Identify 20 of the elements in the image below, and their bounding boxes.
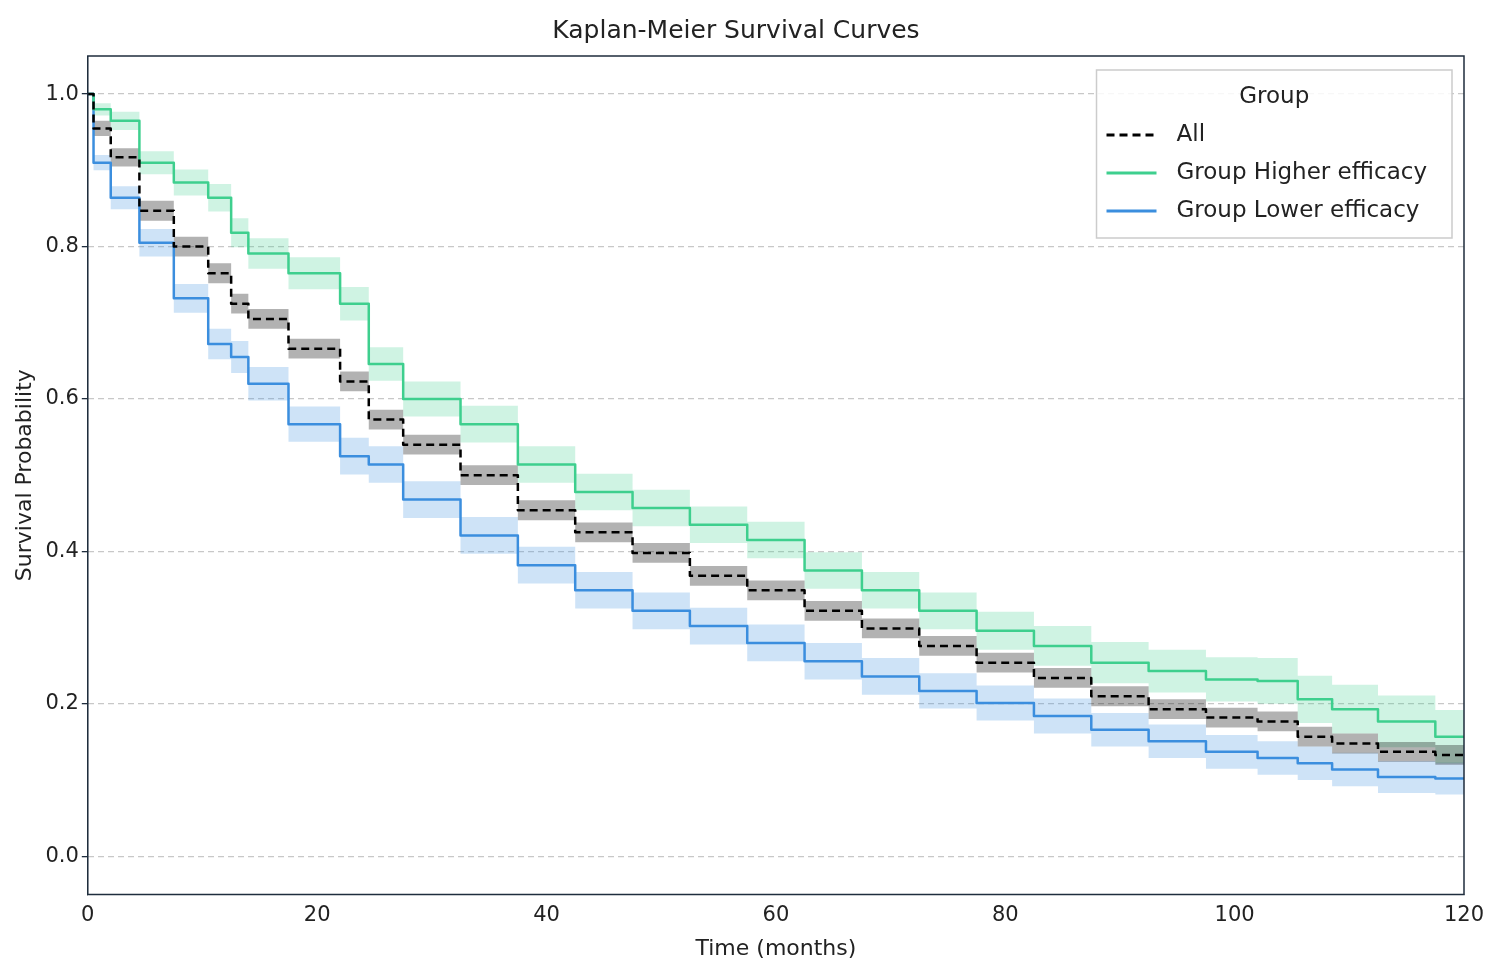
y-tick-label: 0.4 — [45, 537, 79, 562]
legend-label: All — [1176, 119, 1206, 146]
y-tick-label: 0.2 — [45, 690, 79, 715]
x-tick-label: 100 — [1214, 902, 1255, 927]
y-axis-title: Survival Probability — [10, 369, 36, 582]
legend-label: Group Lower efficacy — [1176, 195, 1420, 222]
x-tick-label: 0 — [81, 902, 95, 927]
x-tick-label: 60 — [762, 902, 790, 927]
x-tick-label: 40 — [533, 902, 560, 927]
y-tick-label: 0.0 — [45, 842, 79, 867]
x-tick-label: 80 — [991, 902, 1019, 927]
y-tick-label: 0.6 — [45, 385, 79, 410]
legend-label: Group Higher efficacy — [1176, 157, 1427, 184]
chart-title: Kaplan-Meier Survival Curves — [552, 14, 920, 44]
y-tick-label: 1.0 — [45, 80, 79, 105]
x-tick-label: 20 — [303, 902, 331, 927]
y-tick-label: 0.8 — [45, 233, 79, 257]
legend-title: Group — [1239, 81, 1310, 108]
x-axis-title: Time (months) — [694, 934, 857, 960]
x-tick-label: 120 — [1443, 902, 1485, 927]
